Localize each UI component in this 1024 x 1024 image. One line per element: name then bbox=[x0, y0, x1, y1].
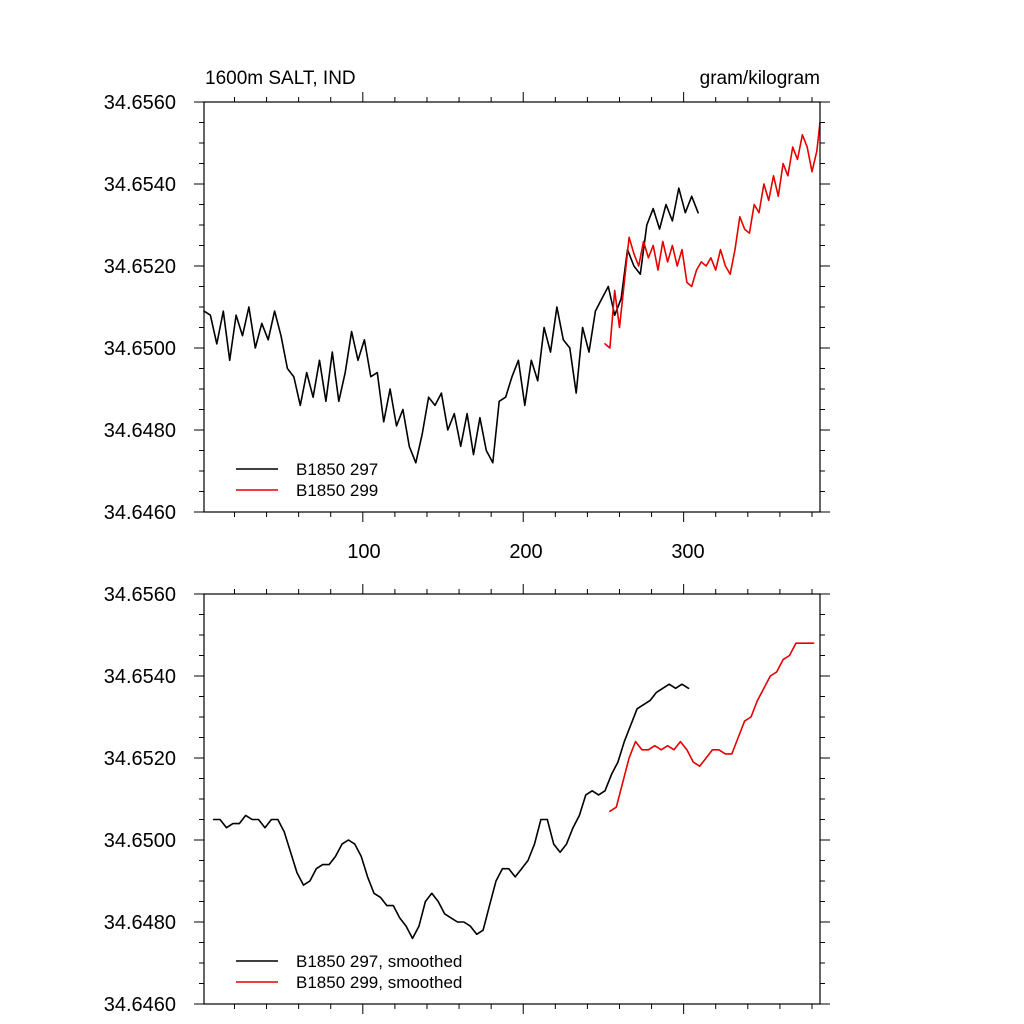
bottom-ytick-label-2: 34.6500 bbox=[104, 830, 176, 852]
top-legend-label-0: B1850 297 bbox=[296, 460, 378, 479]
top-ytick-label-3: 34.6520 bbox=[104, 256, 176, 278]
top-panel-frame bbox=[203, 101, 821, 513]
top-ytick-label-5: 34.6560 bbox=[104, 92, 176, 114]
bottom-legend-label-1: B1850 299, smoothed bbox=[296, 973, 462, 992]
bottom-legend-label-0: B1850 297, smoothed bbox=[296, 952, 462, 971]
top-ytick-label-4: 34.6540 bbox=[104, 174, 176, 196]
top-panel-plot bbox=[203, 121, 821, 464]
top-panel-ticks bbox=[194, 92, 830, 522]
top-ytick-label-1: 34.6480 bbox=[104, 420, 176, 442]
top-series-line-1 bbox=[604, 121, 821, 349]
top-xtick-label-200: 200 bbox=[509, 541, 542, 563]
top-legend: B1850 297 B1850 299 bbox=[236, 460, 378, 500]
bottom-series-line-0 bbox=[212, 683, 690, 940]
top-xtick-label-300: 300 bbox=[671, 541, 704, 563]
bottom-series-line-1 bbox=[609, 642, 815, 813]
top-panel-title-right: gram/kilogram bbox=[700, 68, 820, 89]
bottom-ytick-label-4: 34.6540 bbox=[104, 666, 176, 688]
bottom-ytick-label-5: 34.6560 bbox=[104, 584, 176, 606]
top-xtick-label-100: 100 bbox=[347, 541, 380, 563]
top-panel: 1600m SALT, IND gram/kilogram 34.6460 34… bbox=[104, 68, 830, 563]
bottom-panel: 34.6460 34.6480 34.6500 34.6520 34.6540 … bbox=[104, 584, 830, 1016]
bottom-panel-plot bbox=[212, 642, 815, 940]
top-legend-label-1: B1850 299 bbox=[296, 481, 378, 500]
top-ytick-label-2: 34.6500 bbox=[104, 338, 176, 360]
bottom-panel-frame bbox=[203, 593, 821, 1005]
bottom-panel-ticks bbox=[194, 584, 830, 1014]
bottom-legend: B1850 297, smoothed B1850 299, smoothed bbox=[236, 952, 462, 992]
top-panel-title-left: 1600m SALT, IND bbox=[205, 68, 356, 89]
top-ytick-label-0: 34.6460 bbox=[104, 502, 176, 524]
top-series-line-0 bbox=[203, 187, 699, 464]
bottom-ytick-label-3: 34.6520 bbox=[104, 748, 176, 770]
bottom-ytick-label-0: 34.6460 bbox=[104, 994, 176, 1016]
bottom-ytick-label-1: 34.6480 bbox=[104, 912, 176, 934]
